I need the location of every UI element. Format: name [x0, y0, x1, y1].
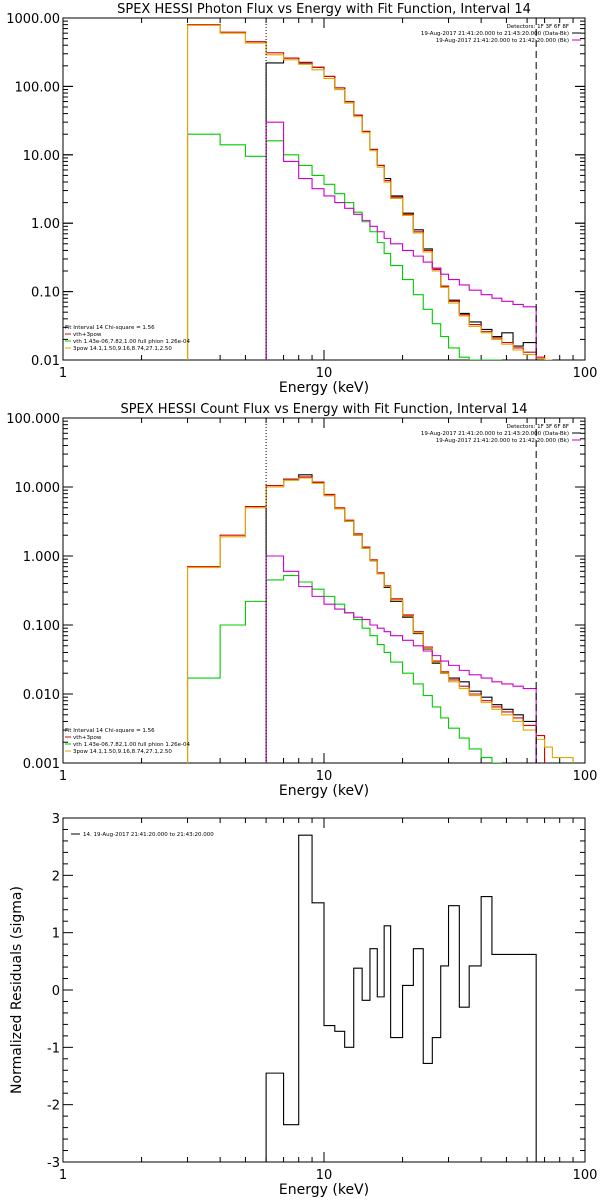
y-tick-label: 3	[52, 812, 60, 827]
chart-panel-2: SPEX HESSI Count Flux vs Energy with Fit…	[6, 402, 597, 799]
y-tick-label: 1000.00	[6, 12, 60, 27]
series-line-vth	[186, 133, 502, 360]
legend-entry: 3pow 14.1,1.50,9.16,8.74,27.1,2.50	[73, 346, 172, 352]
x-axis-label: Energy (keV)	[279, 380, 369, 396]
legend-entry: Detectors: 1F 3F 6F 8F	[507, 24, 569, 30]
y-tick-label: 0	[52, 984, 60, 999]
x-tick-label: 100	[573, 769, 598, 784]
y-tick-label: 0.010	[23, 688, 60, 703]
series-group	[186, 474, 574, 763]
legend-entry: 3pow 14.1,1.50,9.16,8.74,27.1,2.50	[73, 749, 172, 755]
legend-entry: 14. 19-Aug-2017 21:41:20.000 to 21:43:20…	[83, 832, 214, 838]
series-line-vth-3pow	[186, 24, 546, 360]
y-axis-label: Normalized Residuals (sigma)	[9, 886, 25, 1094]
y-tick-label: 1.00	[31, 217, 60, 232]
legend-entry: 19-Aug-2017 21:41:20.000 to 21:42:20.000…	[436, 38, 569, 44]
series-line-bk	[265, 555, 537, 763]
y-tick-label: 0.100	[23, 619, 60, 634]
y-tick-label: 100.000	[6, 412, 60, 427]
series-line-14-19-aug-2017-21-41-20-000-to-21-43-20-000	[265, 834, 537, 1162]
y-tick-label: -3	[47, 1156, 60, 1171]
series-group	[186, 24, 553, 360]
y-tick-label: -2	[47, 1099, 60, 1114]
y-tick-label: 1	[52, 927, 60, 942]
legend-entry: Detectors: 1F 3F 6F 8F	[507, 424, 569, 430]
x-axis-label: Energy (keV)	[279, 783, 369, 799]
legend-entry: vth 1.43e-06,7.82,1.00 full phion 1.26e-…	[73, 339, 190, 345]
legend-entry: 19-Aug-2017 21:41:20.000 to 21:43:20.000…	[421, 31, 569, 37]
x-tick-label: 100	[573, 366, 598, 381]
y-tick-label: 0.01	[31, 354, 60, 369]
x-tick-label: 1	[59, 769, 67, 784]
chart-panel-3: 1 10 100 -3 -2 -1 0 1 2 3 Energy (keV) Normalized R…	[9, 812, 597, 1198]
y-tick-label: 1.000	[23, 550, 60, 565]
y-tick-label: -1	[47, 1041, 60, 1056]
legend-entry: vth+3pow	[73, 332, 102, 338]
legend-entry: Fit Interval 14 Chi-square = 1.56	[65, 325, 155, 331]
series-line-3pow	[186, 24, 553, 360]
series-line-vth	[186, 575, 502, 763]
x-tick-label: 1	[59, 366, 67, 381]
legend-entry: vth 1.43e-06,7.82,1.00 full phion 1.26e-…	[73, 742, 190, 748]
x-tick-label: 10	[316, 769, 333, 784]
legend-entry: vth+3pow	[73, 735, 102, 741]
series-line-data-bk	[265, 474, 537, 763]
legend-entry: Fit Interval 14 Chi-square = 1.56	[65, 728, 155, 734]
y-tick-label: 0.001	[23, 757, 60, 772]
legend-entry: 19-Aug-2017 21:41:20.000 to 21:42:20.000…	[436, 438, 569, 444]
y-tick-label: 0.10	[31, 286, 60, 301]
series-line-3pow	[186, 477, 574, 763]
series-line-bk	[265, 121, 537, 360]
x-tick-label: 10	[316, 1168, 333, 1183]
chart-panel-1: SPEX HESSI Photon Flux vs Energy with Fi…	[6, 2, 597, 396]
chart-title: SPEX HESSI Count Flux vs Energy with Fit…	[120, 402, 527, 417]
series-line-data-bk	[265, 57, 537, 360]
x-tick-label: 10	[316, 366, 333, 381]
y-tick-label: 10.00	[23, 149, 60, 164]
y-tick-label: 2	[52, 869, 60, 884]
x-axis-label: Energy (keV)	[279, 1182, 369, 1198]
x-tick-label: 100	[573, 1168, 598, 1183]
y-tick-label: 100.00	[15, 80, 61, 95]
chart-title: SPEX HESSI Photon Flux vs Energy with Fi…	[117, 2, 531, 17]
series-group	[265, 834, 537, 1162]
y-tick-label: 10.000	[15, 481, 61, 496]
x-tick-label: 1	[59, 1168, 67, 1183]
legend-entry: 19-Aug-2017 21:41:20.000 to 21:43:20.000…	[421, 431, 569, 437]
